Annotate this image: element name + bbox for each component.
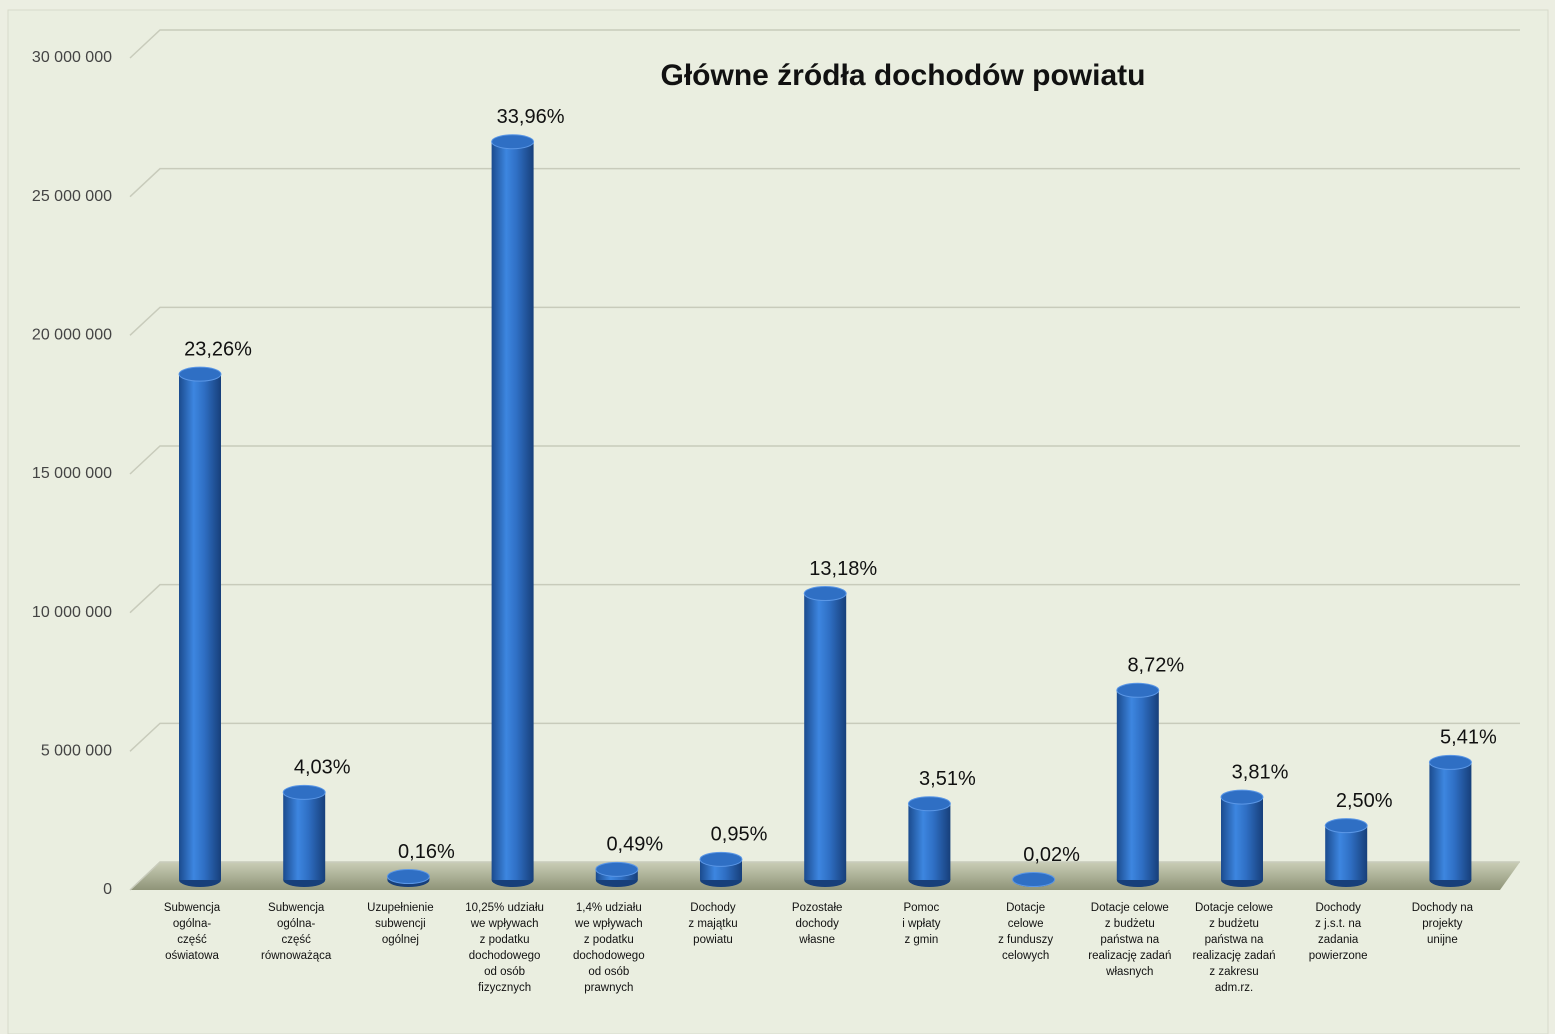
bar-cap bbox=[1428, 754, 1472, 770]
data-label: 33,96% bbox=[497, 106, 565, 128]
chart-title: Główne źródła dochodów powiatu bbox=[661, 59, 1146, 92]
data-label: 0,16% bbox=[398, 841, 455, 863]
y-tick-label: 25 000 000 bbox=[32, 188, 112, 205]
grid-line bbox=[129, 722, 1520, 752]
bar-cap bbox=[282, 784, 326, 800]
bar bbox=[1325, 825, 1368, 880]
data-label: 0,49% bbox=[606, 834, 663, 856]
y-tick-label: 10 000 000 bbox=[32, 604, 112, 621]
bar-cap bbox=[178, 366, 222, 382]
data-label: 23,26% bbox=[184, 338, 252, 360]
bar-cap bbox=[1324, 818, 1368, 834]
y-tick-label: 20 000 000 bbox=[32, 327, 112, 344]
data-label: 13,18% bbox=[809, 558, 877, 580]
bar bbox=[1116, 690, 1159, 880]
x-tick-label: Subwencja ogólna- część równoważąca bbox=[261, 902, 332, 962]
grid-line bbox=[129, 29, 1520, 59]
y-tick-label: 30 000 000 bbox=[32, 49, 112, 66]
data-label: 3,81% bbox=[1232, 761, 1289, 783]
bar bbox=[804, 593, 847, 880]
grid-line bbox=[129, 167, 1520, 198]
data-label: 5,41% bbox=[1440, 727, 1497, 749]
grid-line bbox=[129, 445, 1520, 475]
data-label: 2,50% bbox=[1336, 790, 1393, 812]
bar-cap bbox=[907, 796, 951, 812]
x-tick-label: 1,4% udziału we wpływach z podatku docho… bbox=[572, 902, 645, 994]
x-tick-label: Dochody na projekty unijne bbox=[1411, 902, 1474, 946]
bar-cap bbox=[1116, 682, 1160, 698]
grid-line bbox=[129, 306, 1520, 336]
data-label: 0,95% bbox=[711, 824, 768, 846]
bar-cap bbox=[595, 861, 639, 877]
x-tick-label: Dochody z majątku powiatu bbox=[688, 902, 738, 946]
data-label: 0,02% bbox=[1023, 844, 1080, 866]
x-tick-label: Pozostałe dochody własne bbox=[791, 902, 843, 946]
bar bbox=[491, 141, 534, 881]
bar-cap bbox=[1220, 789, 1264, 805]
grid-line bbox=[129, 861, 1520, 891]
data-label: 8,72% bbox=[1127, 655, 1184, 677]
bar-cap bbox=[1012, 872, 1056, 888]
bar bbox=[908, 803, 951, 880]
bar-cap bbox=[699, 851, 743, 867]
bar bbox=[179, 374, 221, 880]
y-tick-label: 15 000 000 bbox=[32, 465, 112, 482]
bar bbox=[1429, 762, 1472, 880]
bar-cap bbox=[386, 869, 430, 885]
x-tick-label: Pomoc i wpłaty z gmin bbox=[902, 902, 941, 946]
data-label: 3,51% bbox=[919, 768, 976, 790]
x-tick-label: Dotacje celowe z budżetu państwa na real… bbox=[1088, 902, 1172, 978]
x-tick-label: Dochody z j.s.t. na zadania powierzone bbox=[1308, 902, 1368, 962]
x-tick-label: Dotacje celowe z budżetu państwa na real… bbox=[1192, 902, 1276, 994]
bar-cap bbox=[803, 586, 847, 602]
y-tick-label: 0 bbox=[103, 881, 112, 898]
grid-line bbox=[129, 583, 1520, 614]
bar bbox=[1221, 797, 1263, 880]
x-tick-label: Subwencja ogólna- część oświatowa bbox=[163, 902, 221, 962]
x-tick-label: 10,25% udziału we wpływach z podatku doc… bbox=[465, 902, 544, 994]
x-tick-label: Dotacje celowe z funduszy celowych bbox=[998, 902, 1054, 962]
y-tick-label: 5 000 000 bbox=[41, 743, 112, 760]
x-tick-label: Uzupełnienie subwencji ogólnej bbox=[367, 902, 434, 946]
data-label: 4,03% bbox=[294, 757, 351, 779]
bar bbox=[283, 792, 326, 880]
bar-cap bbox=[491, 134, 535, 150]
